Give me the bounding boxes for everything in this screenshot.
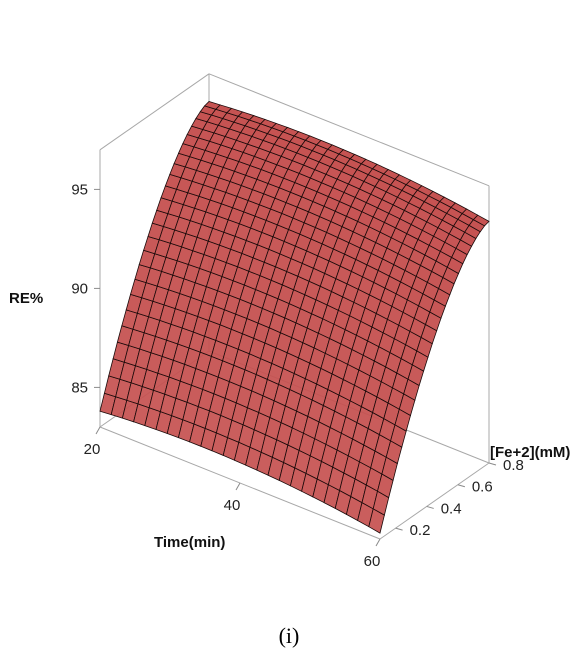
z-tick-label: 90 [71, 280, 88, 297]
box-edge [379, 462, 490, 540]
x-tick-label: 60 [364, 553, 381, 570]
y-axis-title: [Fe+2](mM) [490, 444, 570, 461]
y-tick-mark [457, 484, 465, 488]
figure-caption: (i) [279, 623, 300, 648]
surface-patch [472, 214, 490, 227]
z-tick-label: 85 [71, 379, 88, 396]
y-tick-mark [426, 505, 434, 509]
y-tick-mark [395, 527, 403, 531]
box-edge [208, 73, 490, 187]
x-tick-mark [235, 482, 241, 491]
y-tick-label: 0.4 [441, 500, 462, 517]
x-tick-label: 40 [224, 497, 241, 514]
x-tick-mark [375, 538, 381, 547]
axis-ticks: 85 90 95 20 40 60 0.2 0.4 0.6 0.8 [71, 181, 524, 570]
box-edge [99, 73, 210, 151]
x-axis-title: Time(min) [154, 534, 225, 551]
x-tick-mark [95, 426, 101, 435]
y-tick-label: 0.2 [410, 522, 431, 539]
y-tick-mark [488, 462, 497, 466]
response-surface [99, 101, 490, 534]
z-axis-title: RE% [9, 290, 43, 307]
y-tick-label: 0.8 [503, 457, 524, 474]
z-tick-label: 95 [71, 181, 88, 198]
x-tick-label: 20 [84, 441, 101, 458]
y-tick-label: 0.6 [472, 479, 493, 496]
